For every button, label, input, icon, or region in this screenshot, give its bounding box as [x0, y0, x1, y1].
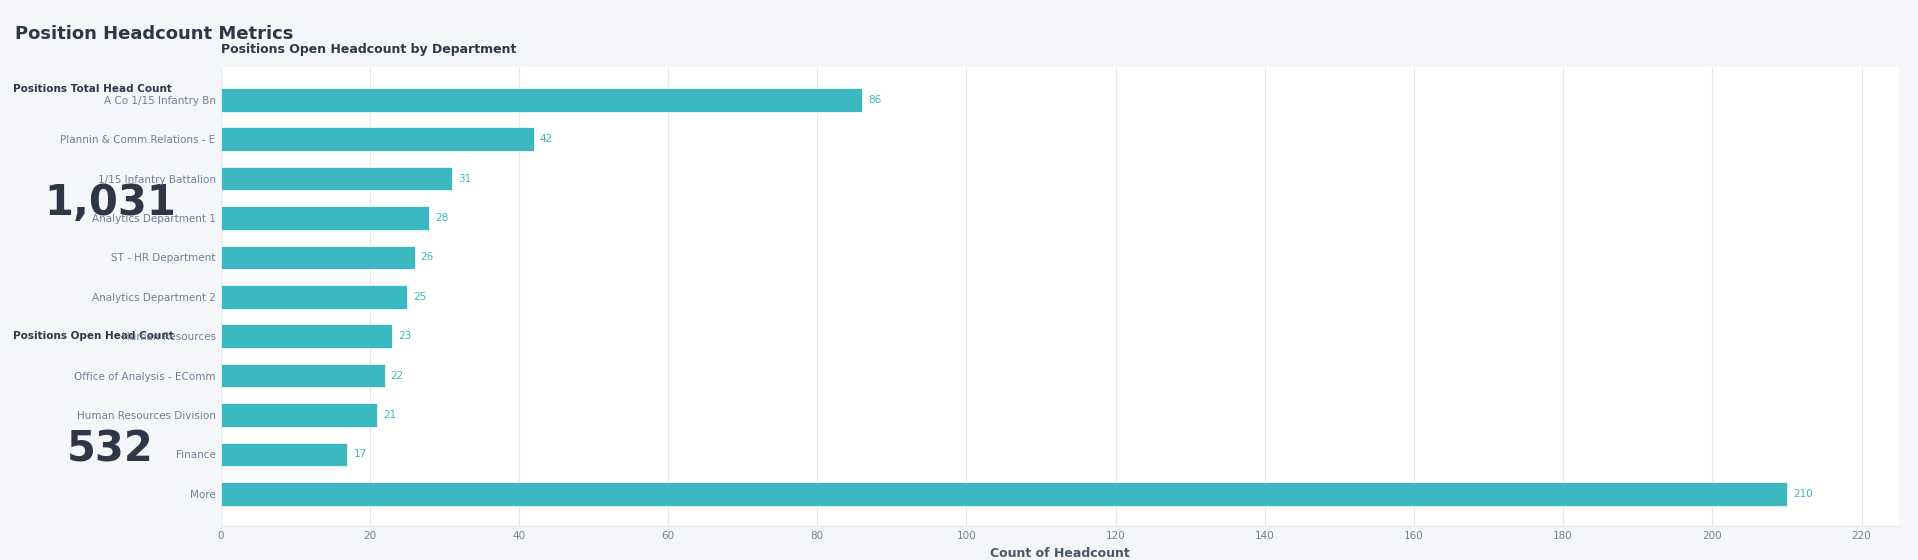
Bar [221, 285, 407, 309]
Text: 31: 31 [458, 174, 472, 184]
Bar [221, 128, 533, 151]
Text: 1,031: 1,031 [44, 181, 176, 223]
Bar [221, 206, 430, 230]
Bar [221, 482, 1788, 506]
Text: Positions Open Head Count: Positions Open Head Count [13, 331, 175, 341]
Text: 86: 86 [869, 95, 880, 105]
X-axis label: Count of Headcount: Count of Headcount [990, 547, 1130, 560]
Bar [221, 88, 861, 111]
Text: 25: 25 [412, 292, 426, 302]
Bar [221, 246, 414, 269]
Text: 23: 23 [399, 331, 410, 341]
Bar [221, 324, 391, 348]
Text: 210: 210 [1793, 489, 1813, 499]
Text: 17: 17 [353, 449, 366, 459]
Bar [221, 364, 386, 388]
Text: 42: 42 [539, 134, 552, 144]
Text: 22: 22 [391, 371, 405, 381]
Text: Position Headcount Metrics: Position Headcount Metrics [15, 25, 293, 43]
Text: 28: 28 [435, 213, 449, 223]
Text: Positions Total Head Count: Positions Total Head Count [13, 85, 173, 95]
Text: 26: 26 [420, 253, 433, 263]
Bar [221, 442, 347, 466]
Bar [221, 167, 453, 190]
Text: Positions Open Headcount by Department: Positions Open Headcount by Department [221, 43, 516, 57]
Text: 532: 532 [67, 428, 153, 470]
Bar [221, 403, 378, 427]
Text: 21: 21 [384, 410, 397, 420]
